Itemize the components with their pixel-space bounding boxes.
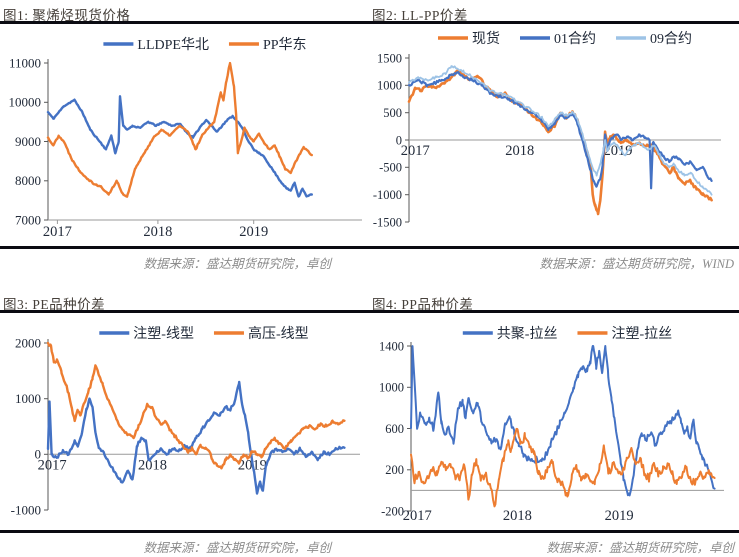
fig2-chart-cell: -1500 -1000 -500 0 500 1000 1500 2017 2018 2019 现货… — [369, 24, 739, 246]
legend: 共聚-拉丝 注塑-拉丝 — [462, 326, 672, 342]
y-tick-label: 8000 — [15, 173, 41, 188]
fig4-title: 图4: PP品种价差 — [372, 297, 474, 310]
y-tick-label: 11000 — [9, 55, 41, 70]
legend: 现货 01合约 09合约 — [438, 30, 692, 47]
legend: LLDPE华北 PP华东 — [103, 37, 307, 53]
legend-label: 01合约 — [554, 31, 596, 47]
y-tick-label: 7000 — [15, 212, 41, 227]
y-tick-label: -500 — [379, 161, 402, 175]
fig3-chart-cell: -1000 0 1000 2000 2017 2018 2019 注塑-线型 高压-线型 — [0, 313, 369, 530]
series-line-共聚-拉丝 — [410, 345, 716, 497]
fig4-chart-cell: -200 200 600 1000 1400 2017 2018 2019 共聚-拉丝 注塑-拉丝 — [369, 313, 739, 530]
figure-titles-row-1: 图1: 聚烯烃现货价格 图2: LL-PP价差 — [0, 0, 739, 21]
x-tick-label: 2017 — [401, 143, 430, 159]
series-line-注塑-线型 — [46, 380, 346, 495]
y-tick-label: 0 — [35, 447, 42, 462]
y-tick-label: -200 — [381, 504, 404, 518]
series-line-现货 — [407, 69, 713, 216]
horizontal-rule — [0, 310, 739, 313]
x-tick-label: 2018 — [138, 457, 167, 473]
series-line-高压-线型 — [46, 341, 346, 470]
y-tick-label: 2000 — [15, 335, 41, 350]
chart-pp-grade-spread: -200 200 600 1000 1400 2017 2018 2019 共聚-拉丝 注塑-拉丝 — [379, 326, 724, 524]
y-tick-label: 9000 — [15, 134, 41, 149]
y-tick-label: -1000 — [11, 502, 41, 517]
x-tick-label: 2018 — [143, 224, 172, 240]
fig1-chart-cell: 7000 8000 9000 10000 11000 2017 2018 2019 LLDPE华… — [0, 24, 369, 246]
source-captions-row-2: 数据来源：盛达期货研究院，卓创 数据来源：盛达期货研究院，卓创 — [0, 533, 739, 557]
source-captions-row-1: 数据来源：盛达期货研究院，卓创 数据来源：盛达期货研究院，WIND — [0, 249, 739, 274]
horizontal-rule — [0, 21, 739, 24]
legend: 注塑-线型 高压-线型 — [99, 325, 309, 342]
legend-label: LLDPE华北 — [137, 37, 209, 53]
x-tick-label: 2018 — [505, 143, 534, 159]
series-line-01合约 — [407, 71, 713, 190]
series-line-09合约 — [408, 65, 713, 196]
legend-label: PP华东 — [263, 37, 307, 53]
legend-label: 注塑-拉丝 — [611, 326, 672, 342]
y-tick-label: 1000 — [377, 79, 402, 93]
y-tick-label: 200 — [385, 463, 404, 477]
series-line-注塑-拉丝 — [410, 427, 716, 508]
x-tick-label: 2017 — [403, 508, 432, 524]
horizontal-rule — [0, 530, 739, 533]
figure-titles-row-2: 图3: PE品种价差 图4: PP品种价差 — [0, 289, 739, 310]
x-tick-label: 2017 — [38, 457, 67, 473]
legend-label: 高压-线型 — [248, 325, 309, 342]
y-tick-label: -1500 — [373, 215, 402, 229]
row-gap — [0, 274, 739, 289]
y-tick-label: 1500 — [377, 51, 402, 65]
legend-label: 注塑-线型 — [133, 326, 194, 342]
legend-label: 共聚-拉丝 — [497, 326, 558, 342]
fig2-title: 图2: LL-PP价差 — [372, 8, 468, 21]
series-line-PP华东 — [46, 61, 313, 198]
x-tick-label: 2019 — [239, 224, 268, 240]
horizontal-rule — [0, 246, 739, 249]
y-tick-label: 1000 — [15, 391, 41, 406]
y-tick-label: 1000 — [379, 381, 404, 395]
fig4-source: 数据来源：盛达期货研究院，卓创 — [546, 541, 734, 555]
fig2-source: 数据来源：盛达期货研究院，WIND — [539, 257, 734, 271]
legend-label: 现货 — [472, 30, 500, 47]
charts-row-1: 7000 8000 9000 10000 11000 2017 2018 2019 LLDPE华… — [0, 24, 739, 246]
x-tick-label: 2019 — [605, 508, 634, 524]
y-tick-label: 10000 — [9, 95, 42, 110]
x-tick-label: 2017 — [43, 224, 72, 240]
y-tick-label: 500 — [383, 106, 402, 120]
x-tick-label: 2018 — [503, 508, 532, 524]
y-tick-label: -1000 — [373, 188, 402, 202]
y-tick-label: 0 — [396, 133, 402, 147]
charts-row-2: -1000 0 1000 2000 2017 2018 2019 注塑-线型 高压-线型 -20… — [0, 313, 739, 530]
fig3-source: 数据来源：盛达期货研究院，卓创 — [143, 541, 331, 555]
legend-label: 09合约 — [650, 31, 692, 47]
fig1-title: 图1: 聚烯烃现货价格 — [3, 8, 131, 21]
y-tick-label: 600 — [385, 422, 404, 436]
fig3-title: 图3: PE品种价差 — [3, 297, 106, 310]
chart-polyolefin-spot-price: 7000 8000 9000 10000 11000 2017 2018 2019 LLDPE华… — [9, 37, 362, 240]
fig1-source: 数据来源：盛达期货研究院，卓创 — [143, 257, 331, 271]
y-tick-label: 1400 — [379, 339, 404, 353]
